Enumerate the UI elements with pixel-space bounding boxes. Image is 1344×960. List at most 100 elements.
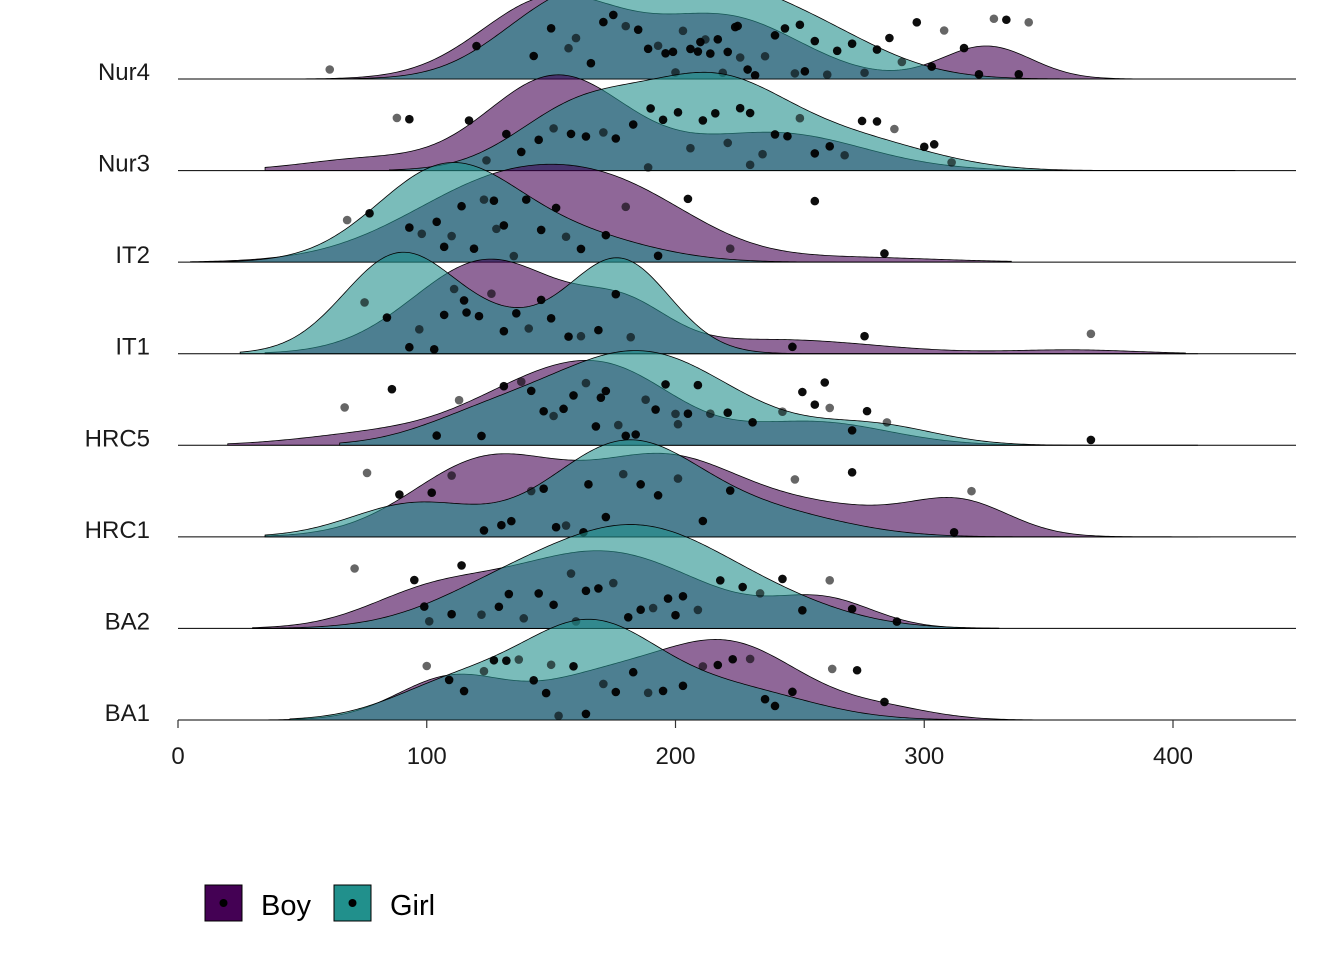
data-point-nur3 xyxy=(502,129,511,139)
data-point-hrc1 xyxy=(847,468,857,477)
data-point-nur3 xyxy=(464,116,474,125)
data-point-nur4 xyxy=(546,23,556,33)
ridges-layer: Nur4 Nur3 IT2 IT1 HRC5 HRC1 BA2 BA1 xyxy=(85,0,1296,727)
data-point-nur4 xyxy=(822,70,832,80)
data-point-nur3 xyxy=(723,138,733,148)
data-point-nur4 xyxy=(686,44,695,54)
data-point-hrc1 xyxy=(601,512,611,522)
data-point-hrc5 xyxy=(723,408,733,418)
density-girl-it1 xyxy=(239,251,1198,355)
data-point-it1 xyxy=(487,289,496,299)
data-point-hrc5 xyxy=(820,378,830,387)
data-point-hrc5 xyxy=(613,420,623,430)
data-point-hrc1 xyxy=(561,521,571,530)
data-point-hrc5 xyxy=(549,411,558,421)
data-point-hrc1 xyxy=(539,484,548,493)
data-point-it2 xyxy=(810,196,820,206)
data-point-nur3 xyxy=(516,147,526,157)
data-point-hrc5 xyxy=(825,403,835,413)
data-point-nur4 xyxy=(770,31,780,40)
data-point-nur3 xyxy=(686,143,695,153)
data-point-hrc5 xyxy=(539,406,548,416)
data-point-nur4 xyxy=(959,43,969,53)
data-point-hrc5 xyxy=(621,431,631,441)
data-point-nur3 xyxy=(711,109,720,118)
data-point-nur3 xyxy=(611,134,621,143)
data-point-ba2 xyxy=(609,578,618,588)
data-point-nur4 xyxy=(847,39,857,48)
data-point-hrc1 xyxy=(949,527,959,537)
data-point-ba1 xyxy=(502,656,511,665)
data-point-hrc5 xyxy=(683,409,693,419)
category-label-it2: IT2 xyxy=(115,242,150,269)
legend: Boy Girl xyxy=(204,884,435,922)
ridge-row-it2: IT2 xyxy=(115,162,1296,269)
data-point-nur4 xyxy=(713,35,723,44)
data-point-nur4 xyxy=(529,51,539,61)
data-point-ba2 xyxy=(825,576,835,585)
data-point-hrc5 xyxy=(862,406,872,416)
data-point-nur3 xyxy=(947,158,956,167)
data-point-nur4 xyxy=(860,68,869,78)
data-point-ba1 xyxy=(628,667,638,677)
data-point-it1 xyxy=(405,342,414,352)
data-point-it2 xyxy=(683,194,693,204)
data-point-it1 xyxy=(414,325,424,334)
data-point-ba1 xyxy=(479,666,489,676)
data-point-nur3 xyxy=(673,108,683,117)
data-point-hrc5 xyxy=(340,403,349,412)
density-girl-nur3 xyxy=(389,71,1236,171)
data-point-nur3 xyxy=(857,116,867,126)
data-point-ba2 xyxy=(778,574,787,584)
data-point-it2 xyxy=(342,215,352,225)
data-point-it1 xyxy=(512,308,521,318)
legend-key-girl-dot xyxy=(348,899,357,907)
data-point-hrc5 xyxy=(641,395,650,404)
data-point-ba2 xyxy=(847,604,857,614)
density-girl-hrc5 xyxy=(339,350,1198,446)
data-point-ba2 xyxy=(798,605,807,615)
data-point-it2 xyxy=(492,224,501,234)
data-point-hrc5 xyxy=(706,409,715,419)
data-point-nur3 xyxy=(735,103,745,113)
x-axis: 0 100 200 300 400 xyxy=(171,719,1193,770)
data-point-hrc5 xyxy=(477,431,486,441)
data-point-nur4 xyxy=(472,41,481,51)
data-point-nur4 xyxy=(832,46,842,56)
data-point-hrc1 xyxy=(673,474,683,483)
data-point-nur4 xyxy=(795,20,805,30)
data-point-hrc5 xyxy=(581,378,591,388)
ridge-row-hrc5: HRC5 xyxy=(85,350,1296,452)
data-point-hrc1 xyxy=(395,490,404,499)
data-point-it2 xyxy=(536,225,546,235)
data-point-hrc1 xyxy=(551,522,561,532)
data-point-nur4 xyxy=(939,26,949,35)
data-point-ba1 xyxy=(770,701,780,711)
data-point-it1 xyxy=(626,332,636,342)
data-point-hrc1 xyxy=(790,475,800,484)
data-point-ba2 xyxy=(519,614,529,623)
data-point-hrc5 xyxy=(569,391,578,400)
data-point-it2 xyxy=(479,195,489,204)
data-point-nur3 xyxy=(872,117,882,126)
data-point-nur4 xyxy=(800,67,810,76)
data-point-ba1 xyxy=(827,664,837,674)
ridge-row-it1: IT1 xyxy=(115,251,1296,361)
data-point-it2 xyxy=(551,203,561,213)
data-point-it1 xyxy=(499,326,509,336)
data-point-nur3 xyxy=(745,160,755,170)
data-point-hrc5 xyxy=(882,418,892,427)
data-point-ba2 xyxy=(566,569,576,578)
data-point-nur3 xyxy=(482,156,491,165)
data-point-ba2 xyxy=(663,594,673,603)
data-point-hrc5 xyxy=(499,381,509,391)
data-point-nur3 xyxy=(658,115,668,125)
data-point-ba1 xyxy=(569,661,578,671)
data-point-nur4 xyxy=(609,10,618,20)
data-point-hrc1 xyxy=(447,471,456,480)
data-point-ba2 xyxy=(494,602,504,612)
data-point-it2 xyxy=(725,244,735,253)
data-point-hrc5 xyxy=(778,407,787,416)
data-point-hrc1 xyxy=(584,480,593,489)
